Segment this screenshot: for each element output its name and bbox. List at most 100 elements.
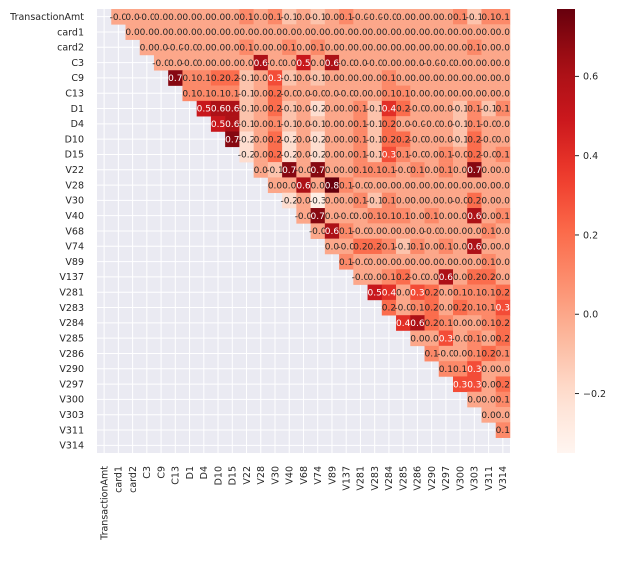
heatmap-cell	[453, 269, 468, 285]
cell-value-label: 0.0	[396, 227, 411, 237]
cell-value-label: 0.2	[353, 243, 367, 253]
heatmap-cell	[410, 146, 425, 163]
cell-value-label: 0.6	[225, 120, 240, 130]
heatmap-cell	[410, 269, 425, 285]
heatmap-cell	[453, 253, 468, 270]
heatmap-cell	[381, 253, 397, 270]
cell-value-label: 0.0	[439, 288, 454, 298]
heatmap-cell	[139, 24, 155, 40]
cell-value-label: -0.1	[238, 120, 256, 130]
heatmap-cell	[324, 238, 340, 255]
heatmap-cell	[481, 146, 497, 163]
cell-value-label: 0.1	[368, 212, 382, 222]
cell-value-label: 0.0	[396, 13, 411, 23]
y-tick-label: D10	[65, 134, 84, 145]
cell-value-label: -0.1	[451, 120, 469, 130]
cell-value-label: 0.0	[453, 59, 468, 69]
cell-value-label: 0.6	[325, 227, 340, 237]
heatmap-cell	[453, 208, 468, 224]
heatmap-cell	[410, 330, 425, 347]
heatmap-cell	[324, 24, 340, 40]
heatmap-cell	[396, 146, 411, 163]
x-tick-label: V68	[299, 466, 310, 485]
cell-value-label: 0.0	[410, 89, 425, 99]
y-tick-label: V314	[59, 441, 84, 452]
cell-value-label: 0.7	[282, 166, 296, 176]
cell-value-label: 0.0	[439, 197, 454, 207]
heatmap-cell	[367, 146, 383, 163]
heatmap-cell	[438, 100, 454, 117]
cell-value-label: 0.1	[353, 120, 367, 130]
x-tick-label: V137	[342, 466, 353, 491]
cell-value-label: 0.0	[481, 411, 496, 421]
cell-value-label: 0.3	[467, 380, 481, 390]
cell-value-label: 0.0	[439, 227, 454, 237]
cell-value-label: -0.2	[280, 135, 298, 145]
heatmap-cell	[296, 177, 311, 194]
heatmap-cell	[381, 131, 397, 148]
cell-value-label: 0.0	[439, 28, 454, 38]
cell-value-label: -0.1	[394, 243, 412, 253]
heatmap-cell	[438, 269, 454, 285]
heatmap-cell	[310, 39, 326, 56]
heatmap-cell	[267, 162, 283, 178]
cell-value-label: 0.2	[424, 304, 438, 314]
x-tick-label: D10	[213, 466, 224, 485]
y-tick-label: V311	[59, 425, 84, 436]
cell-value-label: 0.2	[424, 319, 438, 329]
cell-value-label: -0.0	[266, 59, 284, 69]
cell-value-label: 0.0	[453, 273, 468, 283]
cell-value-label: -0.1	[266, 166, 284, 176]
cell-value-label: 0.1	[368, 166, 382, 176]
heatmap-cell	[453, 24, 468, 40]
cell-value-label: 0.5	[211, 120, 225, 130]
cell-value-label: 0.0	[424, 135, 439, 145]
y-tick-label: V286	[59, 349, 84, 360]
cell-value-label: 0.2	[467, 197, 481, 207]
cell-value-label: 0.1	[467, 120, 481, 130]
cell-value-label: 0.0	[424, 89, 439, 99]
heatmap-cell	[239, 70, 254, 86]
heatmap-cell	[324, 39, 340, 56]
heatmap-cell	[296, 116, 311, 132]
cell-value-label: -0.0	[409, 151, 427, 161]
heatmap-cell	[424, 253, 440, 270]
cell-value-label: -0.0	[380, 13, 398, 23]
cell-value-label: 0.1	[496, 350, 510, 360]
cell-value-label: -0.2	[309, 151, 327, 161]
cell-value-label: 0.0	[339, 135, 354, 145]
heatmap-cell	[310, 24, 326, 40]
cell-value-label: 0.0	[211, 43, 226, 53]
colorbar-tick-label: 0.2	[583, 230, 598, 241]
cell-value-label: 0.0	[410, 181, 425, 191]
cell-value-label: -0.1	[366, 105, 384, 115]
heatmap-cell	[495, 284, 511, 301]
cell-value-label: 0.0	[424, 166, 439, 176]
heatmap-cell	[453, 9, 468, 25]
heatmap-cell	[495, 391, 511, 408]
cell-value-label: 0.0	[325, 28, 340, 38]
heatmap-cell	[267, 131, 283, 148]
heatmap-cell	[353, 24, 368, 40]
cell-value-label: 0.0	[154, 13, 169, 23]
cell-value-label: 0.0	[496, 74, 511, 84]
heatmap-cell	[296, 85, 311, 102]
heatmap-cell	[225, 39, 240, 56]
heatmap-cell	[495, 315, 511, 331]
heatmap-cell	[267, 70, 283, 86]
cell-value-label: 0.0	[481, 365, 496, 375]
heatmap-cell	[324, 177, 340, 194]
heatmap-cell	[239, 24, 254, 40]
cell-value-label: 0.0	[339, 166, 354, 176]
heatmap-cell	[410, 24, 425, 40]
y-tick-label: C3	[71, 58, 84, 69]
heatmap-cell	[396, 70, 411, 86]
y-tick-label: TransactionAmt	[9, 12, 84, 23]
y-tick-label: V284	[59, 318, 84, 329]
cell-value-label: 0.0	[496, 43, 511, 53]
heatmap-cell	[196, 39, 212, 56]
heatmap-cell	[267, 54, 283, 71]
cell-value-label: 0.0	[168, 13, 183, 23]
heatmap-cell	[438, 330, 454, 347]
cell-value-label: 0.1	[496, 396, 510, 406]
